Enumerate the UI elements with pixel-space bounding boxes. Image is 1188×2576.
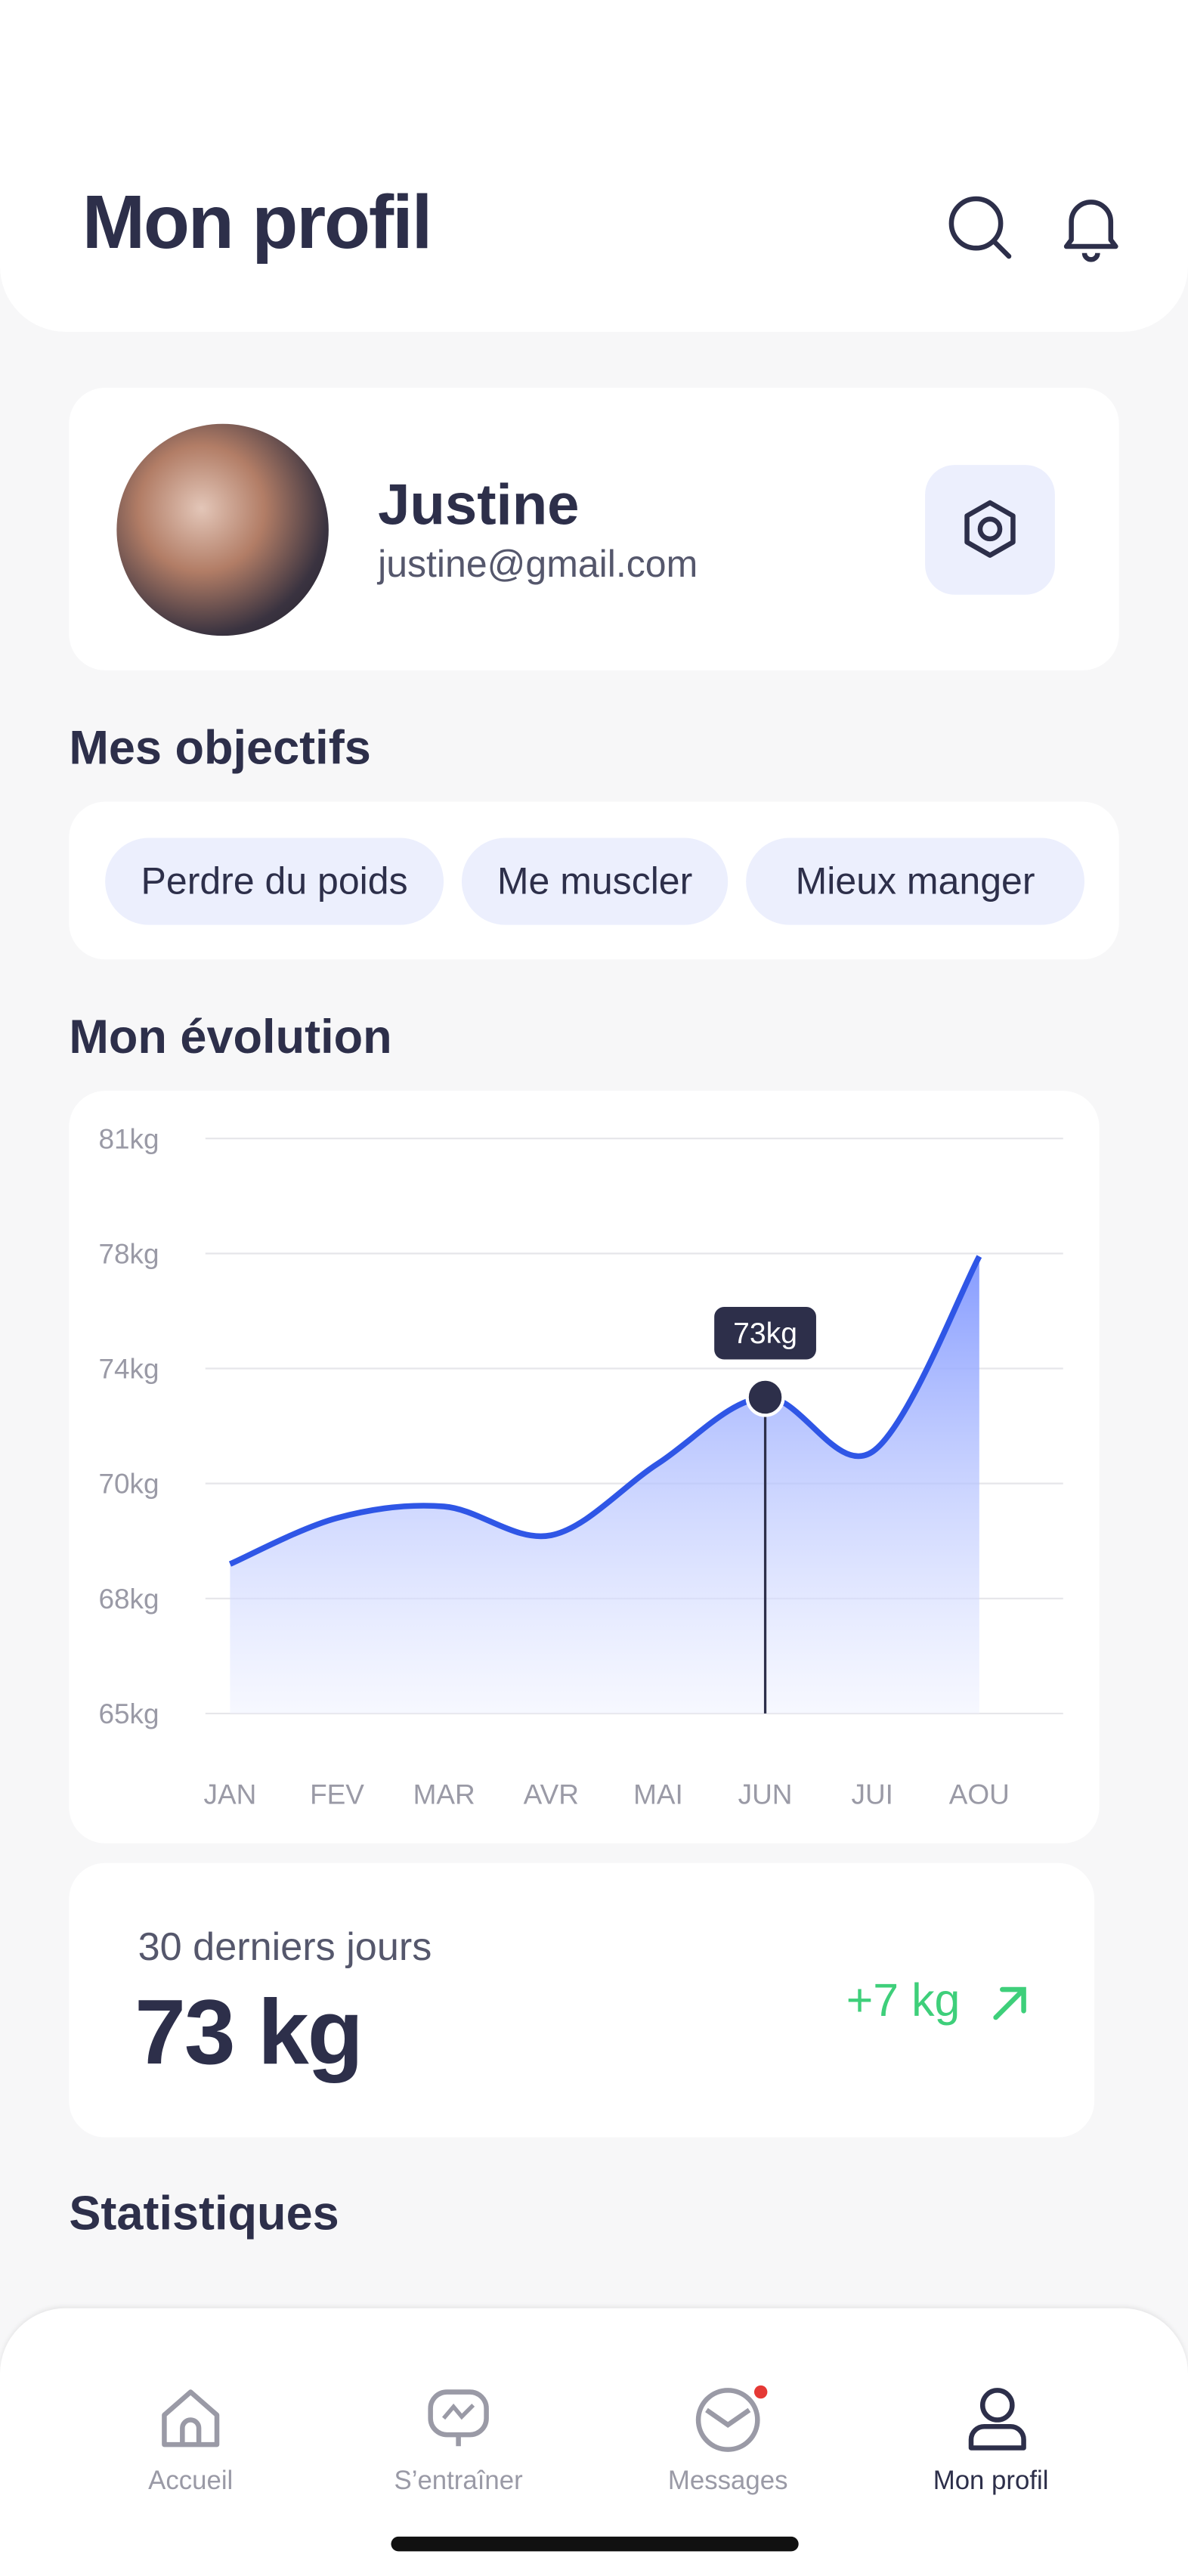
x-tick-label: AVR bbox=[524, 1779, 579, 1810]
x-tick-label: MAI bbox=[633, 1779, 683, 1810]
y-tick-label: 65kg bbox=[98, 1698, 159, 1729]
profile-email: justine@gmail.com bbox=[378, 542, 698, 585]
settings-button[interactable] bbox=[925, 465, 1055, 595]
y-tick-label: 70kg bbox=[98, 1469, 159, 1500]
x-tick-label: JUI bbox=[851, 1779, 893, 1810]
summary-change: +7 kg bbox=[846, 1974, 961, 2026]
messages-icon[interactable] bbox=[694, 2382, 772, 2455]
home-indicator bbox=[391, 2536, 799, 2552]
y-tick-label: 68kg bbox=[98, 1584, 159, 1615]
y-tick-label: 81kg bbox=[98, 1123, 159, 1154]
home-icon[interactable] bbox=[158, 2386, 224, 2451]
section-title: Mes objectifs bbox=[69, 723, 371, 776]
highlight-point bbox=[745, 1377, 785, 1417]
x-tick-label: JAN bbox=[204, 1779, 257, 1810]
train-icon[interactable] bbox=[425, 2386, 491, 2451]
section-title: Statistiques bbox=[69, 2188, 339, 2241]
x-tick-label: FEV bbox=[310, 1779, 364, 1810]
x-tick-label: MAR bbox=[413, 1779, 475, 1810]
objective-pill[interactable]: Perdre du poids bbox=[105, 838, 444, 925]
tooltip-label: 73kg bbox=[733, 1317, 797, 1350]
x-tick-label: JUN bbox=[738, 1779, 793, 1810]
objective-pill[interactable]: Me muscler bbox=[461, 838, 729, 925]
y-tick-label: 78kg bbox=[98, 1238, 159, 1269]
profile-icon[interactable] bbox=[964, 2386, 1030, 2451]
trend-arrow bbox=[993, 1986, 1026, 2020]
x-tick-label: AOU bbox=[949, 1779, 1010, 1810]
header bbox=[0, 0, 1188, 333]
bell-icon[interactable] bbox=[1058, 190, 1124, 263]
tooltip bbox=[714, 1306, 816, 1360]
search-icon[interactable] bbox=[943, 190, 1016, 263]
objective-pill[interactable]: Mieux manger bbox=[746, 838, 1085, 925]
summary-period: 30 derniers jours bbox=[138, 1925, 432, 1970]
avatar bbox=[116, 423, 329, 636]
line bbox=[228, 1255, 982, 1567]
nav-label[interactable]: Messages bbox=[667, 2467, 788, 2496]
area bbox=[230, 1256, 979, 1714]
section-title: Mon évolution bbox=[69, 1011, 392, 1065]
settings-icon bbox=[964, 500, 1016, 558]
y-tick-label: 74kg bbox=[98, 1354, 159, 1385]
nav-label[interactable]: S’entraîner bbox=[394, 2467, 523, 2496]
summary-value: 73 kg bbox=[135, 1980, 364, 2083]
profile-name: Justine bbox=[378, 472, 580, 537]
summary-card bbox=[69, 1862, 1095, 2138]
nav-label[interactable]: Mon profil bbox=[933, 2467, 1049, 2496]
nav-label[interactable]: Accueil bbox=[148, 2467, 234, 2496]
page-title: Mon profil bbox=[82, 178, 433, 265]
